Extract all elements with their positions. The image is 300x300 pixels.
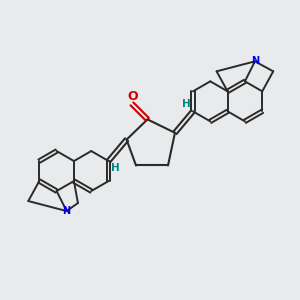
Text: N: N <box>251 56 259 66</box>
Text: H: H <box>182 99 190 109</box>
Text: H: H <box>111 163 120 173</box>
Text: N: N <box>62 206 71 216</box>
Text: O: O <box>128 90 138 103</box>
